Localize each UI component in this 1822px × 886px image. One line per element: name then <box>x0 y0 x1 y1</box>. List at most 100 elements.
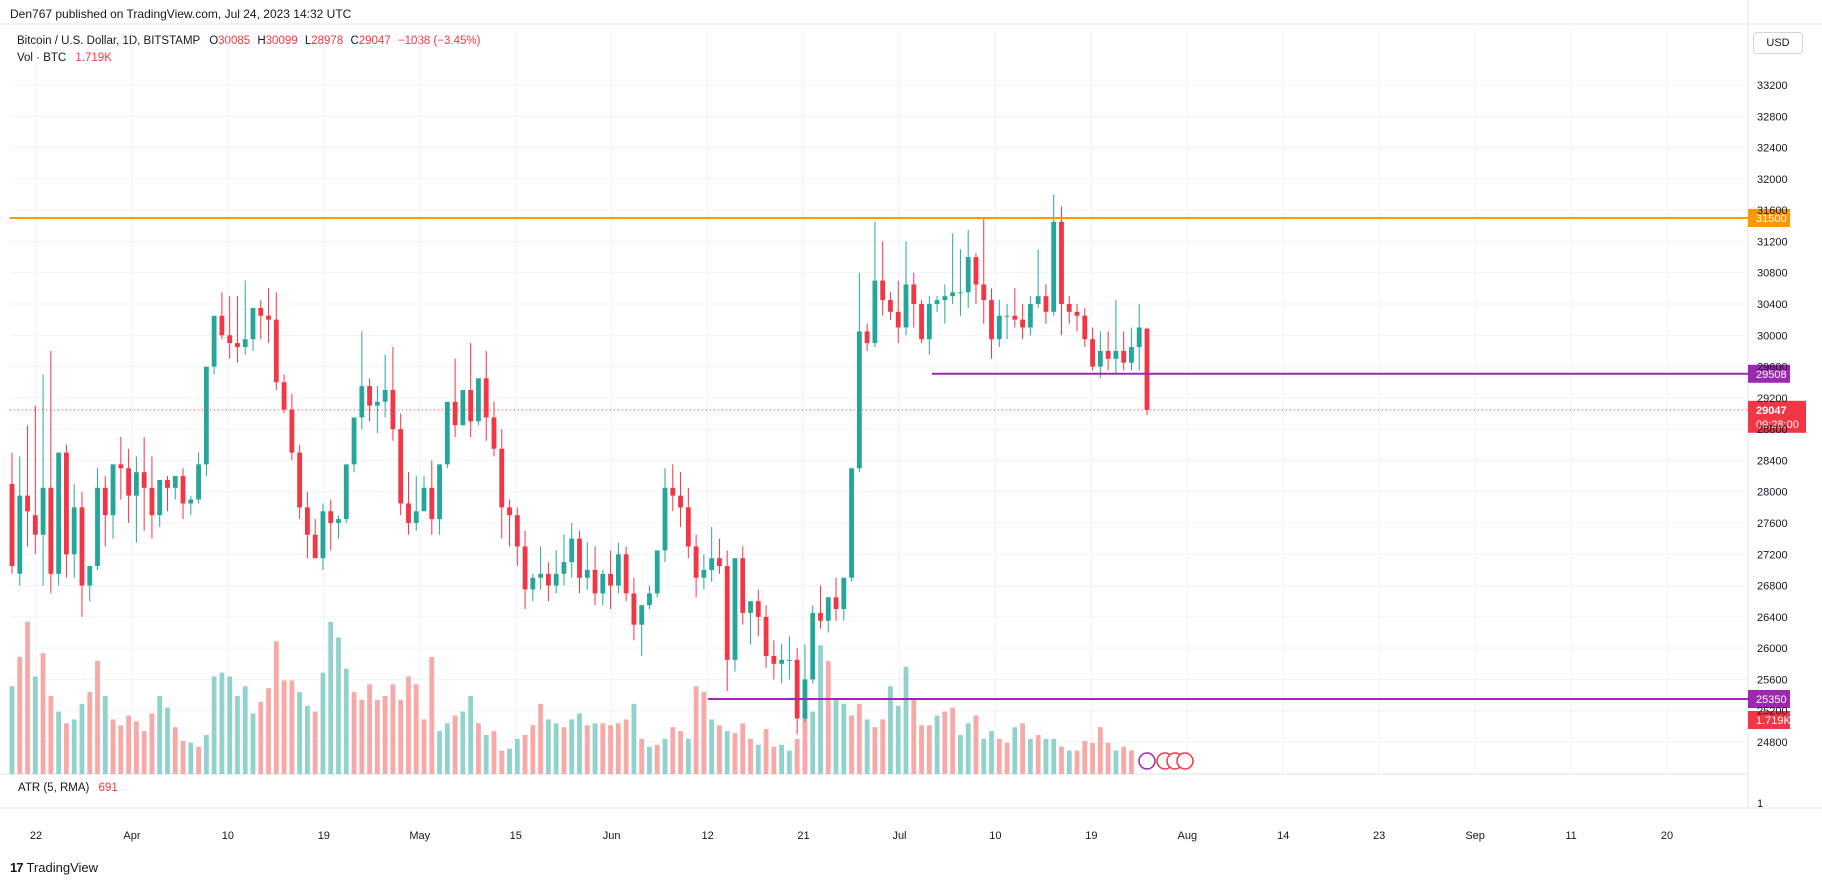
event-flag-icon <box>1176 752 1194 770</box>
atr-value: 691 <box>98 782 118 794</box>
volume-bar <box>1082 740 1088 774</box>
volume-bar <box>305 705 310 774</box>
candle-body <box>1144 328 1150 410</box>
y-tick-label: 24800 <box>1757 737 1788 749</box>
volume-bar <box>732 733 738 774</box>
volume-bar <box>180 740 186 774</box>
volume-bar <box>110 719 116 774</box>
currency-button[interactable]: USD <box>1753 32 1803 54</box>
volume-bar <box>437 731 442 774</box>
candle-body <box>965 257 971 293</box>
volume-bar <box>17 657 23 774</box>
candle-body <box>227 335 233 344</box>
candles <box>9 194 1150 735</box>
candle-body <box>157 479 163 516</box>
ohlc-open-value: 30085 <box>218 35 251 47</box>
candle-body <box>631 593 637 625</box>
publish-info: Den767 published on TradingView.com, Jul… <box>10 7 352 21</box>
ohlc-open-label: O <box>209 35 219 47</box>
candle-body <box>507 507 512 516</box>
ohlc-close-value: 29047 <box>358 35 391 47</box>
candle-body <box>273 319 279 383</box>
volume-bar <box>48 696 54 774</box>
ohlc-low-label: L <box>304 35 312 47</box>
candle-body <box>250 307 256 340</box>
volume-bar <box>460 711 466 774</box>
candle-body <box>841 577 847 610</box>
ohlc-change: −1038 (−3.45%) <box>397 35 481 47</box>
candle-body <box>118 464 124 469</box>
volume-bar <box>701 692 707 774</box>
volume-bar <box>1027 738 1033 774</box>
volume-bar <box>592 723 598 774</box>
x-tick-label: Aug <box>1178 830 1198 842</box>
volume-bar <box>250 713 256 774</box>
candle-body <box>398 429 404 504</box>
candle-body <box>1136 327 1142 348</box>
candle-body <box>1035 296 1041 304</box>
volume-bar <box>833 699 839 774</box>
volume-bar <box>631 703 637 774</box>
symbol-name: Bitcoin / U.S. Dollar, 1D, BITSTAMP <box>17 35 200 47</box>
volume-bar <box>841 703 847 774</box>
candle-body <box>188 499 194 504</box>
volume-bar <box>1035 735 1041 774</box>
volume-bar <box>406 676 411 774</box>
volume-bar <box>545 719 551 774</box>
x-tick-label: Sep <box>1465 830 1485 842</box>
candle-body <box>9 483 15 567</box>
volume-bar <box>468 696 474 774</box>
candle-body <box>1027 304 1033 328</box>
candle-body <box>623 554 629 594</box>
volume-bar <box>242 686 248 774</box>
volume-bar <box>359 699 365 774</box>
volume-bar <box>219 672 225 774</box>
candle-body <box>779 659 785 664</box>
volume-bar <box>1129 750 1134 774</box>
volume-bar <box>678 731 683 774</box>
volume-bar <box>1105 742 1111 774</box>
candle-body <box>1097 350 1103 367</box>
volume-bar <box>297 692 303 774</box>
y-tick-label: 25200 <box>1757 706 1788 718</box>
candle-body <box>919 304 924 340</box>
candle-body <box>647 593 652 606</box>
candle-body <box>615 554 621 586</box>
volume-last-label-bg <box>1748 711 1790 729</box>
volume-bar <box>709 719 715 774</box>
candle-body <box>911 284 917 304</box>
candle-body <box>577 538 582 578</box>
volume-last-label: 1.719K <box>1756 715 1792 727</box>
candle-body <box>483 378 489 418</box>
candle-body <box>1004 315 1010 317</box>
volume-bar <box>172 727 178 774</box>
volume-bar <box>336 637 341 774</box>
volume-bar <box>926 725 932 774</box>
candle-body <box>328 511 334 523</box>
volume-bar <box>755 744 761 774</box>
volume-bar <box>1020 723 1026 774</box>
volume-bar <box>584 725 590 774</box>
volume-bar <box>693 686 699 774</box>
candle-body <box>211 315 217 367</box>
volume-bar <box>1051 738 1057 774</box>
volume-bar <box>421 719 427 774</box>
ohlc-high-value: 30099 <box>265 35 298 47</box>
event-flags <box>1138 752 1194 770</box>
candle-body <box>281 382 287 410</box>
candle-body <box>374 401 380 406</box>
candle-body <box>561 562 567 574</box>
candle-body <box>942 296 948 301</box>
candle-body <box>382 390 388 402</box>
candle-body <box>266 315 271 320</box>
volume-bar <box>235 696 240 774</box>
volume-bar <box>740 723 746 774</box>
tradingview-logo[interactable]: 17 TradingView <box>10 860 98 875</box>
horizontal-levels: 31500 29508 25350 29047 09:28:00 1.719K <box>10 208 1806 729</box>
candle-body <box>538 573 544 578</box>
volume-label: Vol · BTC <box>17 52 67 64</box>
volume-bar <box>266 688 271 774</box>
y-tick-label: 29600 <box>1757 362 1788 374</box>
candle-body <box>203 366 209 465</box>
